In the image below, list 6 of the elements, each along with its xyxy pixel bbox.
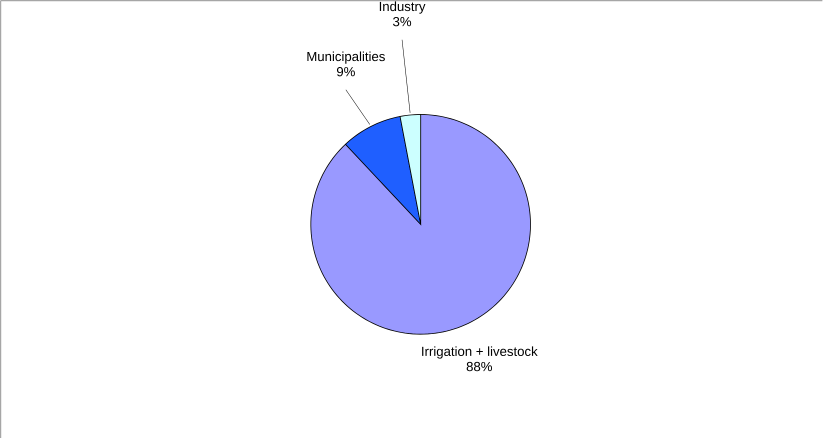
- data-label: 9%: [336, 67, 355, 77]
- slice-label: Municipalities: [307, 52, 385, 64]
- data-label: 88%: [466, 362, 492, 372]
- slice-label: Industry: [380, 2, 426, 14]
- data-label: 3%: [393, 17, 412, 27]
- slice-label: Irrigation + livestock: [422, 346, 538, 359]
